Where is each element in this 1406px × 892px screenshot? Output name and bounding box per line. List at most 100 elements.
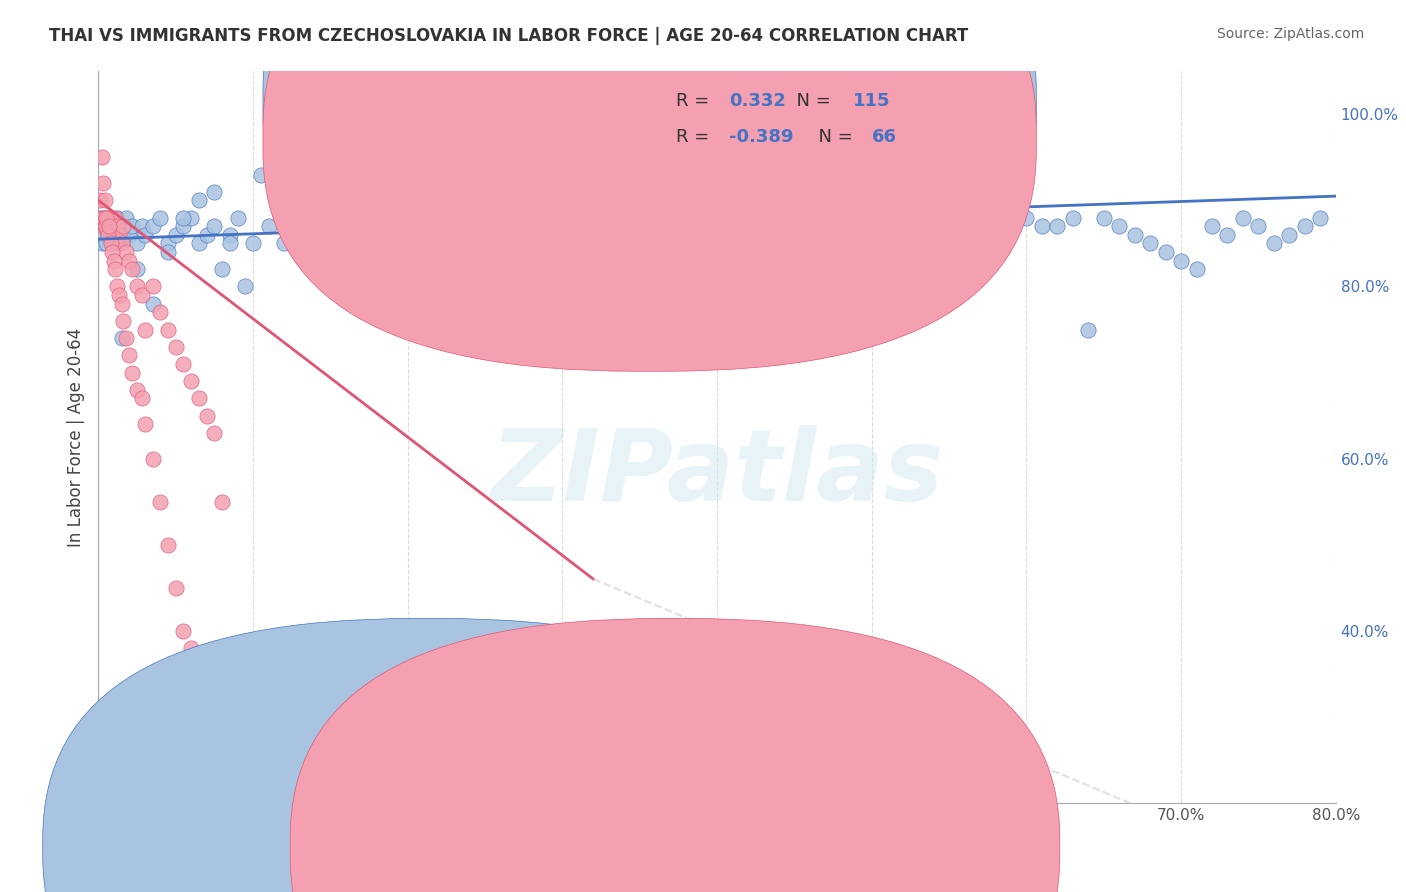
Point <box>149 211 172 225</box>
Point <box>1000 219 1022 234</box>
Point <box>112 314 135 328</box>
Point <box>141 451 165 466</box>
Point <box>141 219 165 234</box>
Point <box>157 236 180 251</box>
Point <box>115 331 138 345</box>
Point <box>1046 219 1069 234</box>
Point <box>127 279 149 293</box>
Point <box>922 219 945 234</box>
Point <box>96 219 118 234</box>
Point <box>149 305 172 319</box>
Point <box>242 236 264 251</box>
Point <box>366 219 388 234</box>
Point <box>97 227 120 242</box>
Point <box>107 236 129 251</box>
Point <box>121 262 143 277</box>
Point <box>737 219 759 234</box>
Point <box>104 262 127 277</box>
Point <box>118 348 141 362</box>
Text: 115: 115 <box>853 92 890 110</box>
Point <box>706 211 728 225</box>
Point <box>112 219 135 234</box>
Point <box>115 245 138 260</box>
Point <box>1123 227 1146 242</box>
Point <box>443 219 465 234</box>
Point <box>100 211 122 225</box>
Point <box>165 581 187 595</box>
Point <box>226 211 249 225</box>
Text: -0.389: -0.389 <box>730 128 794 146</box>
Point <box>172 624 194 638</box>
Point <box>91 227 114 242</box>
Point <box>118 227 141 242</box>
Point <box>105 219 128 234</box>
Point <box>582 219 605 234</box>
FancyBboxPatch shape <box>263 0 1036 334</box>
Text: R =: R = <box>676 92 716 110</box>
FancyBboxPatch shape <box>624 86 934 170</box>
Point <box>598 236 620 251</box>
Point <box>157 538 180 552</box>
Point <box>141 296 165 310</box>
Point <box>172 357 194 371</box>
Text: N =: N = <box>807 128 859 146</box>
Point <box>93 194 115 208</box>
Point <box>91 211 114 225</box>
FancyBboxPatch shape <box>263 0 1036 371</box>
Point <box>1015 211 1038 225</box>
Text: Immigrants from Czechoslovakia: Immigrants from Czechoslovakia <box>704 838 977 855</box>
Point <box>105 279 128 293</box>
Point <box>319 219 342 234</box>
Point <box>100 211 122 225</box>
Point <box>520 253 543 268</box>
Point <box>180 640 202 655</box>
Point <box>91 219 114 234</box>
Point <box>675 219 697 234</box>
Point <box>204 425 226 440</box>
Point <box>90 236 112 251</box>
Point <box>134 322 156 336</box>
Point <box>101 236 124 251</box>
Point <box>165 227 187 242</box>
Point <box>188 666 211 681</box>
Point <box>96 211 118 225</box>
Point <box>127 383 149 397</box>
Point <box>814 236 837 251</box>
Point <box>1216 227 1239 242</box>
Point <box>288 219 311 234</box>
Point <box>96 211 118 225</box>
Point <box>860 227 883 242</box>
Point <box>131 219 153 234</box>
Point <box>89 211 111 225</box>
Text: ZIPatlas: ZIPatlas <box>491 425 943 522</box>
Point <box>219 236 242 251</box>
Point <box>188 194 211 208</box>
Point <box>427 227 450 242</box>
Point <box>101 245 124 260</box>
Point <box>984 227 1007 242</box>
Text: THAI VS IMMIGRANTS FROM CZECHOSLOVAKIA IN LABOR FORCE | AGE 20-64 CORRELATION CH: THAI VS IMMIGRANTS FROM CZECHOSLOVAKIA I… <box>49 27 969 45</box>
Point <box>1201 219 1223 234</box>
Point <box>93 219 115 234</box>
Point <box>149 494 172 508</box>
Point <box>1232 211 1254 225</box>
Point <box>103 227 125 242</box>
Point <box>121 219 143 234</box>
Point <box>115 211 138 225</box>
Point <box>111 236 132 251</box>
Point <box>628 219 651 234</box>
Point <box>536 219 558 234</box>
Point <box>1247 219 1270 234</box>
Point <box>90 150 112 164</box>
Text: Thais: Thais <box>447 838 492 855</box>
Text: 0.332: 0.332 <box>730 92 786 110</box>
Point <box>134 417 156 432</box>
Point <box>91 219 114 234</box>
Point <box>107 288 129 302</box>
Point <box>89 194 111 208</box>
Point <box>304 227 326 242</box>
Point <box>98 219 121 234</box>
Point <box>111 227 132 242</box>
Point <box>97 227 120 242</box>
Point <box>104 219 127 234</box>
